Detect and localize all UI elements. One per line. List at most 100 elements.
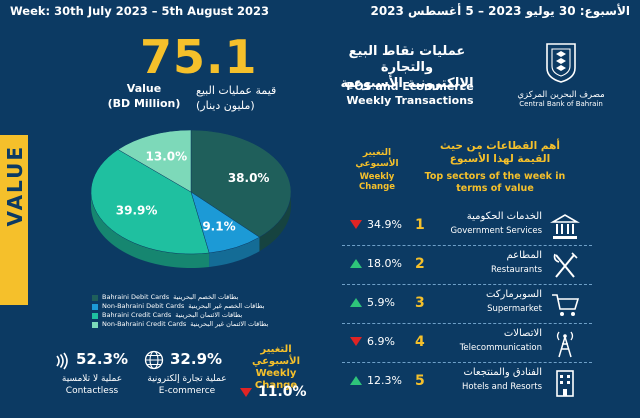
sector-change: 34.9%	[350, 218, 402, 231]
up-arrow-icon	[350, 259, 362, 268]
legend-label-en: Bahraini Debit Cards	[102, 293, 170, 301]
sector-row: 18.0% 2 المطاعم Restaurants	[342, 247, 592, 285]
legend-swatch	[92, 321, 98, 328]
legend-label-ar: بطاقات الخصم البحرينية	[173, 293, 239, 301]
sector-change: 12.3%	[350, 374, 402, 387]
page-title-en: POS and Ecommerce Weekly Transactions	[330, 80, 490, 108]
central-bank-logo: مصرف البحرين المركزي Central Bank of Bah…	[506, 40, 616, 108]
contactless-label-en: Contactless	[65, 386, 119, 396]
bank-emblem-icon	[546, 43, 576, 83]
value-band: VALUE	[0, 135, 28, 305]
down-arrow-icon	[240, 387, 252, 397]
title-ar-line-2: الإلكترونية الأسبوعية	[340, 76, 474, 91]
pie-slice	[190, 129, 292, 238]
value-unit-en: (BD Million)	[107, 97, 181, 110]
legend-label-en: Non-Bahraini Debit Cards	[102, 302, 185, 310]
sector-name-en: Telecommunication	[459, 343, 542, 353]
sector-name-ar: السوبرماركت	[485, 289, 542, 300]
legend-label-en: Non-Bahraini Credit Cards	[102, 320, 187, 328]
down-arrow-icon	[350, 337, 362, 346]
bank-name-en: Central Bank of Bahrain	[519, 100, 603, 108]
legend-item: Non-Bahraini Debit Cards بطاقات الخصم غير…	[92, 302, 268, 311]
sector-row: 6.9% 4 الاتصالات Telecommunication	[342, 325, 592, 363]
up-arrow-icon	[350, 298, 362, 307]
sectors-header-en-1: Top sectors of the week in	[424, 171, 566, 182]
sector-name-ar: المطاعم	[506, 250, 542, 261]
sectors-header-ar: أهم القطاعات من حيث القيمة لهذا الأسبوع	[420, 140, 580, 166]
row-divider	[342, 284, 592, 285]
sector-change-value: 6.9%	[367, 335, 395, 348]
up-arrow-icon	[350, 376, 362, 385]
change-header-ar-2: الأسبوعي	[355, 159, 399, 169]
total-value: 75.1	[140, 30, 258, 84]
shopping-cart-icon	[552, 294, 580, 316]
pie-legend: Bahraini Debit Cards بطاقات الخصم البحرين…	[92, 293, 268, 329]
pie-slice-side	[209, 237, 260, 267]
sector-rank: 2	[415, 256, 425, 272]
sector-rank: 1	[415, 217, 425, 233]
page-title-ar: عمليات نقاط البيع والتجارة الإلكترونية ا…	[322, 44, 492, 92]
contactless-icon	[56, 352, 68, 370]
weekly-change-value: 11.0%	[240, 384, 307, 400]
legend-item: Bahraini Debit Cards بطاقات الخصم البحرين…	[92, 293, 268, 302]
legend-item: Bahraini Credit Cards بطاقات الائتمان الب…	[92, 311, 268, 320]
sector-name-ar: الفنادق والمنتجعات	[463, 367, 542, 378]
legend-label-ar: بطاقات الائتمان غير البحرينية	[190, 320, 269, 328]
legend-label-ar: بطاقات الائتمان البحرينية	[175, 311, 243, 319]
ecommerce-label-en: E-commerce	[158, 386, 216, 396]
legend-swatch	[92, 294, 98, 301]
value-band-label: VALUE	[3, 145, 27, 227]
change-header-en-1: Weekly	[359, 172, 395, 182]
pie-slice-label: 39.9%	[116, 203, 158, 217]
sector-change: 5.9%	[350, 296, 395, 309]
value-label-ar: قيمة عمليات البيع	[196, 84, 277, 97]
value-label-en: Value	[126, 82, 162, 95]
sectors-header-ar-2: القيمة لهذا الأسبوع	[449, 153, 551, 165]
change-header-en-2: Change	[359, 182, 395, 192]
legend-item: Non-Bahraini Credit Cards بطاقات الائتمان…	[92, 320, 268, 329]
row-divider	[342, 245, 592, 246]
bank-name-ar: مصرف البحرين المركزي	[517, 90, 605, 100]
pie-slice	[117, 129, 192, 193]
title-en-line-1: POS and Ecommerce	[346, 80, 474, 93]
contactless-label-ar: عملية لا تلامسية	[61, 374, 123, 384]
title-ar-line-1: عمليات نقاط البيع والتجارة	[348, 44, 466, 75]
pie-slice-side	[91, 192, 210, 268]
contactless-value: 52.3%	[76, 350, 129, 368]
change-header-ar-1: التغيير	[362, 148, 392, 158]
legend-swatch	[92, 312, 98, 319]
week-range-en: Week: 30th July 2023 – 5th August 2023	[10, 4, 270, 18]
sector-change-value: 12.3%	[367, 374, 402, 387]
pie-slice-label: 9.1%	[202, 219, 235, 233]
sector-name-ar: الخدمات الحكومية	[466, 211, 542, 222]
sector-change-value: 18.0%	[367, 257, 402, 270]
ecommerce-value: 32.9%	[170, 350, 223, 368]
down-arrow-icon	[350, 220, 362, 229]
sector-rank: 5	[415, 373, 425, 389]
sector-name-en: Supermarket	[487, 304, 542, 314]
sector-change-value: 34.9%	[367, 218, 402, 231]
sectors-header-ar-1: أهم القطاعات من حيث	[440, 140, 560, 152]
sector-change-value: 5.9%	[367, 296, 395, 309]
weekly-change-title-en: Weekly Change	[254, 368, 298, 391]
row-divider	[342, 323, 592, 324]
sector-name-ar: الاتصالات	[503, 328, 542, 339]
sectors-header-en-2: terms of value	[456, 183, 534, 194]
antenna-tower-icon	[556, 331, 574, 358]
legend-label-en: Bahraini Credit Cards	[102, 311, 172, 319]
sector-rank: 4	[415, 334, 425, 350]
weekly-change-title: التغيير الأسبوعي Weekly Change	[236, 344, 316, 392]
row-divider	[342, 362, 592, 363]
title-en-line-2: Weekly Transactions	[346, 94, 474, 107]
fork-knife-icon	[553, 252, 578, 278]
hotel-icon	[556, 370, 574, 397]
sector-row: 5.9% 3 السوبرماركت Supermarket	[342, 286, 592, 324]
week-range-ar: الأسبوع: 30 يوليو 2023 – 5 أغسطس 2023	[370, 4, 630, 18]
sector-change: 6.9%	[350, 335, 395, 348]
change-header-en: Weekly Change	[352, 172, 402, 192]
sector-name-en: Restaurants	[491, 265, 542, 275]
card-type-pie-chart: 38.0% 9.1% 39.9% 13.0%	[90, 129, 292, 268]
government-building-icon	[550, 214, 580, 239]
sector-row: 12.3% 5 الفنادق والمنتجعات Hotels and Re…	[342, 364, 592, 402]
